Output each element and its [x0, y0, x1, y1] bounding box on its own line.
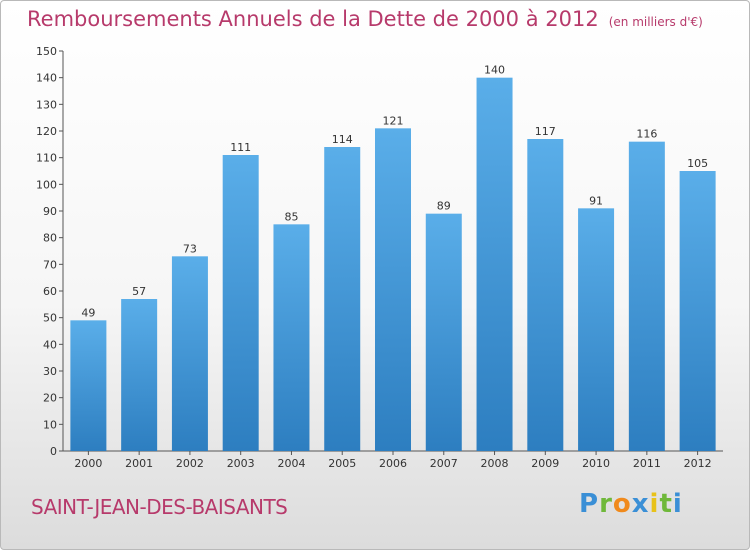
bar — [527, 139, 564, 451]
bar — [171, 256, 208, 451]
bar — [273, 224, 310, 451]
y-tick-label: 40 — [43, 338, 57, 351]
data-label: 105 — [687, 157, 708, 170]
x-tick-label: 2001 — [125, 457, 153, 470]
y-tick-label: 110 — [36, 152, 57, 165]
chart-title: Remboursements Annuels de la Dette de 20… — [27, 7, 703, 31]
y-tick-label: 60 — [43, 285, 57, 298]
data-label: 116 — [636, 128, 657, 141]
y-tick-label: 0 — [50, 445, 57, 458]
logo-letter: o — [612, 489, 632, 519]
data-label: 114 — [332, 133, 353, 146]
y-tick-label: 80 — [43, 232, 57, 245]
y-tick-label: 30 — [43, 365, 57, 378]
y-tick-label: 140 — [36, 72, 57, 85]
x-tick-label: 2002 — [176, 457, 204, 470]
data-label: 57 — [132, 285, 146, 298]
data-label: 91 — [589, 194, 603, 207]
y-tick-label: 90 — [43, 205, 57, 218]
x-tick-label: 2005 — [328, 457, 356, 470]
data-label: 85 — [284, 210, 298, 223]
x-tick-label: 2007 — [430, 457, 458, 470]
proxiti-logo: Proxiti — [579, 489, 683, 519]
bar — [425, 213, 462, 451]
logo-letter: x — [631, 489, 650, 519]
bar — [679, 171, 716, 451]
data-label: 121 — [383, 114, 404, 127]
logo-letter: t — [659, 489, 673, 519]
y-tick-label: 150 — [36, 45, 57, 58]
data-label: 89 — [437, 200, 451, 213]
bar — [375, 128, 411, 451]
x-tick-label: 2012 — [684, 457, 712, 470]
y-tick-label: 50 — [43, 312, 57, 325]
logo-letter: P — [579, 489, 600, 519]
x-tick-label: 2009 — [531, 457, 559, 470]
x-tick-label: 2003 — [227, 457, 255, 470]
data-label: 49 — [81, 306, 95, 319]
bar — [628, 141, 665, 451]
x-tick-label: 2004 — [277, 457, 305, 470]
data-label: 111 — [230, 141, 251, 154]
logo-letter: i — [649, 489, 660, 519]
x-tick-label: 2000 — [74, 457, 102, 470]
bar — [70, 320, 107, 451]
y-tick-label: 130 — [36, 98, 57, 111]
bar — [476, 77, 513, 452]
x-tick-label: 2008 — [481, 457, 509, 470]
y-tick-label: 120 — [36, 125, 57, 138]
bar — [578, 208, 615, 451]
data-label: 140 — [484, 64, 505, 77]
chart-title-text: Remboursements Annuels de la Dette de 20… — [27, 7, 599, 31]
x-tick-label: 2006 — [379, 457, 407, 470]
data-label: 73 — [183, 242, 197, 255]
logo-letter: r — [599, 489, 613, 519]
bar — [222, 155, 259, 451]
x-tick-label: 2011 — [633, 457, 661, 470]
place-name: SAINT-JEAN-DES-BAISANTS — [31, 495, 288, 519]
bar — [121, 299, 158, 451]
y-tick-label: 70 — [43, 258, 57, 271]
chart-unit: (en milliers d'€) — [608, 15, 703, 29]
y-tick-label: 100 — [36, 178, 57, 191]
data-label: 117 — [535, 125, 556, 138]
bar — [324, 147, 361, 451]
logo-letter: i — [672, 489, 683, 519]
x-tick-label: 2010 — [582, 457, 610, 470]
y-tick-label: 10 — [43, 418, 57, 431]
y-tick-label: 20 — [43, 392, 57, 405]
